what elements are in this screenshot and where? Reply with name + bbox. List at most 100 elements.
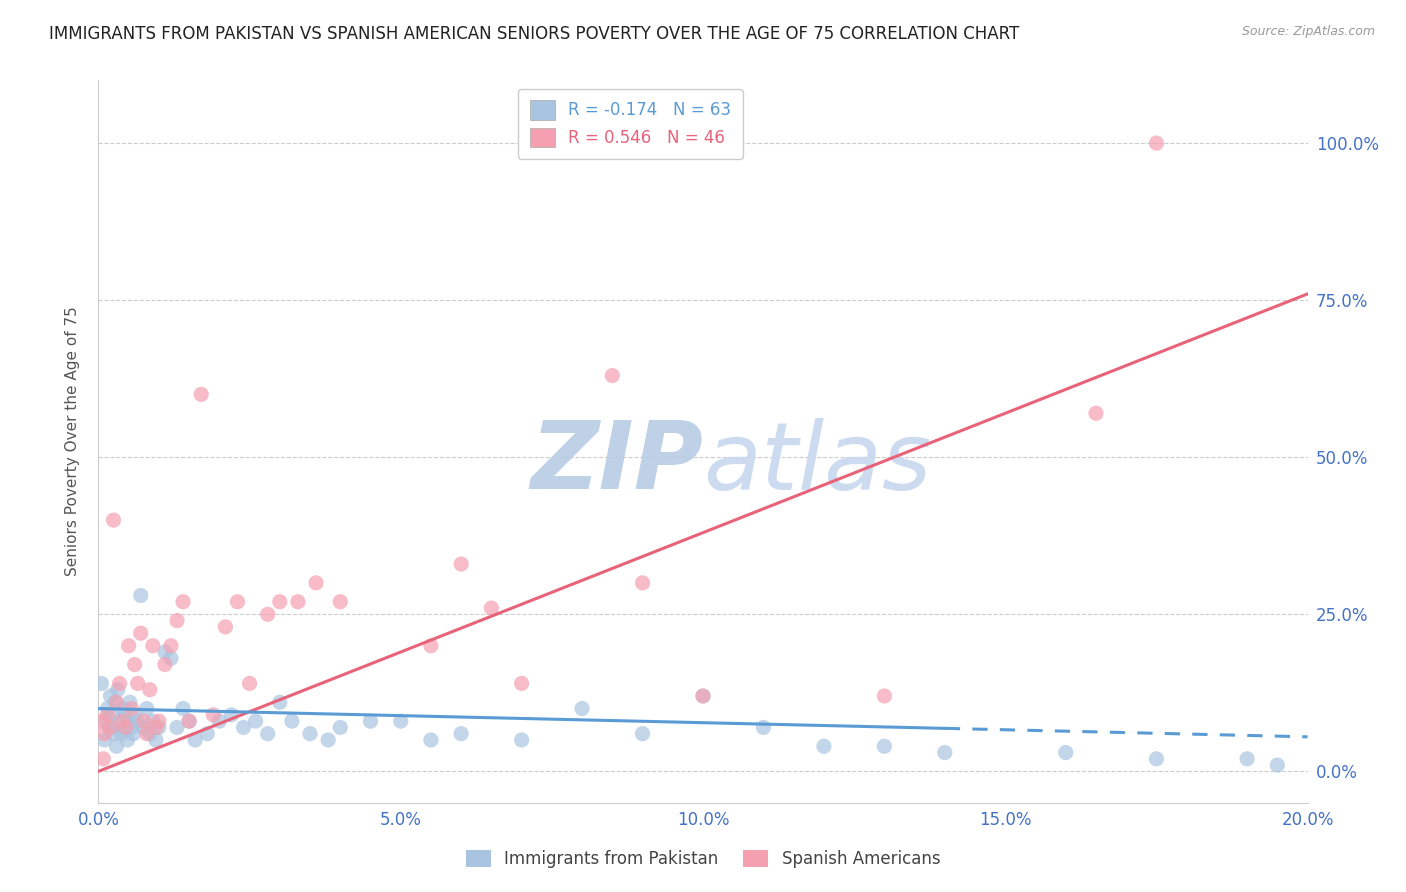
Point — [148, 720, 170, 734]
Point — [873, 739, 896, 754]
Point — [127, 714, 149, 728]
Point — [1146, 752, 1168, 766]
Point — [214, 620, 236, 634]
Point — [179, 714, 201, 728]
Point — [129, 626, 152, 640]
Point — [420, 733, 443, 747]
Point — [269, 695, 291, 709]
Point — [114, 720, 136, 734]
Point — [329, 595, 352, 609]
Point — [96, 701, 118, 715]
Legend: Immigrants from Pakistan, Spanish Americans: Immigrants from Pakistan, Spanish Americ… — [460, 843, 946, 875]
Point — [160, 651, 183, 665]
Point — [256, 727, 278, 741]
Point — [481, 601, 503, 615]
Point — [571, 701, 593, 715]
Point — [813, 739, 835, 754]
Point — [110, 727, 132, 741]
Point — [127, 676, 149, 690]
Point — [100, 720, 122, 734]
Point — [142, 639, 165, 653]
Point — [202, 707, 225, 722]
Point — [129, 589, 152, 603]
Point — [510, 676, 533, 690]
Legend: R = -0.174   N = 63, R = 0.546   N = 46: R = -0.174 N = 63, R = 0.546 N = 46 — [519, 88, 742, 159]
Point — [105, 739, 128, 754]
Point — [90, 714, 112, 728]
Point — [934, 746, 956, 760]
Point — [124, 657, 146, 672]
Point — [226, 595, 249, 609]
Point — [117, 733, 139, 747]
Point — [145, 733, 167, 747]
Point — [195, 727, 218, 741]
Point — [93, 733, 115, 747]
Point — [179, 714, 201, 728]
Point — [103, 727, 125, 741]
Point — [118, 714, 141, 728]
Point — [153, 657, 176, 672]
Point — [90, 676, 112, 690]
Point — [98, 720, 121, 734]
Point — [1085, 406, 1108, 420]
Point — [135, 701, 157, 715]
Text: IMMIGRANTS FROM PAKISTAN VS SPANISH AMERICAN SENIORS POVERTY OVER THE AGE OF 75 : IMMIGRANTS FROM PAKISTAN VS SPANISH AMER… — [49, 25, 1019, 43]
Point — [148, 714, 170, 728]
Point — [873, 689, 896, 703]
Point — [287, 595, 309, 609]
Point — [1267, 758, 1289, 772]
Point — [316, 733, 339, 747]
Point — [602, 368, 624, 383]
Point — [245, 714, 267, 728]
Point — [360, 714, 382, 728]
Point — [172, 701, 194, 715]
Point — [96, 707, 118, 722]
Point — [135, 727, 157, 741]
Point — [114, 707, 136, 722]
Point — [190, 387, 212, 401]
Text: atlas: atlas — [703, 417, 931, 508]
Point — [1054, 746, 1077, 760]
Point — [142, 714, 165, 728]
Point — [389, 714, 412, 728]
Point — [108, 676, 131, 690]
Point — [111, 714, 134, 728]
Point — [172, 595, 194, 609]
Point — [122, 727, 145, 741]
Point — [118, 639, 141, 653]
Point — [132, 714, 155, 728]
Point — [305, 575, 328, 590]
Point — [281, 714, 304, 728]
Point — [124, 707, 146, 722]
Point — [239, 676, 262, 690]
Point — [160, 639, 183, 653]
Point — [420, 639, 443, 653]
Text: ZIP: ZIP — [530, 417, 703, 509]
Point — [105, 695, 128, 709]
Point — [103, 513, 125, 527]
Point — [299, 727, 322, 741]
Point — [752, 720, 775, 734]
Point — [132, 720, 155, 734]
Point — [118, 695, 141, 709]
Point — [139, 727, 162, 741]
Point — [450, 557, 472, 571]
Point — [108, 714, 131, 728]
Point — [184, 733, 207, 747]
Point — [139, 682, 162, 697]
Point — [91, 752, 114, 766]
Point — [631, 727, 654, 741]
Text: Source: ZipAtlas.com: Source: ZipAtlas.com — [1241, 25, 1375, 38]
Point — [450, 727, 472, 741]
Point — [112, 720, 135, 734]
Point — [100, 689, 122, 703]
Point — [111, 701, 134, 715]
Point — [256, 607, 278, 622]
Point — [692, 689, 714, 703]
Point — [153, 645, 176, 659]
Point — [94, 714, 117, 728]
Point — [1146, 136, 1168, 150]
Point — [208, 714, 231, 728]
Y-axis label: Seniors Poverty Over the Age of 75: Seniors Poverty Over the Age of 75 — [65, 307, 80, 576]
Point — [510, 733, 533, 747]
